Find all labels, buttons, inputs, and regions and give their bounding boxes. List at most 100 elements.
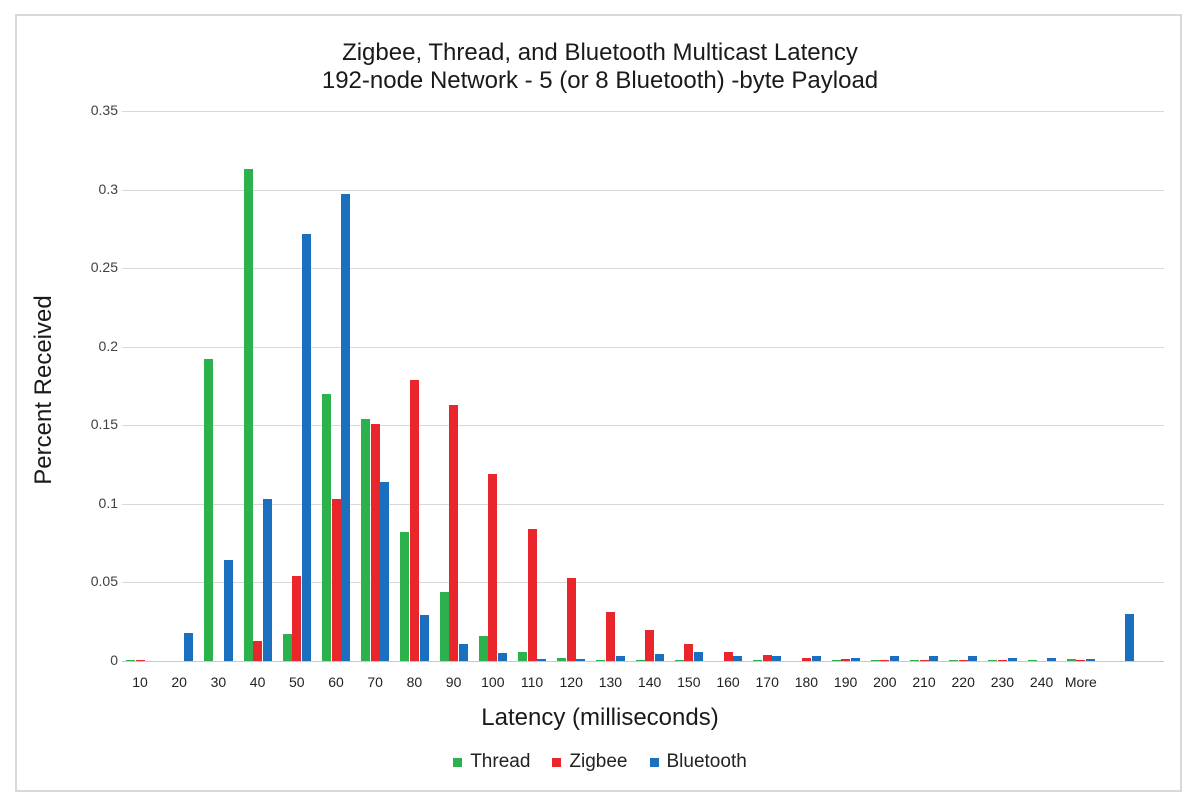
bar-bluetooth <box>850 657 860 661</box>
bar-bluetooth <box>693 652 703 661</box>
x-tick-label: 170 <box>755 674 779 690</box>
bar-thread <box>949 660 959 661</box>
x-tick-label: 230 <box>990 674 1015 690</box>
bar-thread <box>361 419 371 661</box>
x-tick-label: 110 <box>520 674 544 690</box>
x-tick-label: 130 <box>598 674 623 690</box>
x-tick-label: 210 <box>912 674 936 690</box>
bar-thread <box>557 657 567 661</box>
bar-thread <box>635 660 645 661</box>
bar-bluetooth <box>733 656 743 661</box>
legend-label-zigbee: Zigbee <box>569 751 628 772</box>
bar-zigbee <box>292 576 302 661</box>
bar-thread <box>439 591 449 661</box>
bar-zigbee <box>684 643 694 661</box>
legend: Thread Zigbee Bluetooth <box>0 751 1200 773</box>
x-tick-label: 220 <box>951 674 975 690</box>
bar-bluetooth <box>341 194 351 661</box>
bar-thread <box>400 532 410 661</box>
x-tick-label: 100 <box>481 674 505 690</box>
legend-item-thread: Thread <box>453 751 530 773</box>
bar-zigbee <box>723 651 733 661</box>
x-tick-label: 60 <box>328 674 344 690</box>
y-tick-label: 0.25 <box>90 259 118 275</box>
y-tick-label: 0 <box>110 652 118 668</box>
bar-bluetooth <box>262 499 272 661</box>
chart-subtitle: 192-node Network - 5 (or 8 Bluetooth) -b… <box>321 67 879 94</box>
bar-bluetooth <box>419 615 429 661</box>
bar-bluetooth <box>1007 657 1017 661</box>
bar-zigbee <box>449 404 459 661</box>
bar-thread <box>243 169 253 661</box>
x-tick-label: 160 <box>716 674 740 690</box>
bar-bluetooth <box>1125 613 1135 661</box>
gridline <box>122 268 1164 269</box>
bar-zigbee <box>331 499 341 661</box>
y-tick-label: 0.05 <box>90 573 118 589</box>
x-tick-label: 150 <box>677 674 701 690</box>
bar-zigbee <box>919 660 929 661</box>
bar-thread <box>596 660 606 661</box>
bar-bluetooth <box>1085 658 1095 661</box>
bar-thread <box>1027 660 1037 661</box>
bar-zigbee <box>488 474 498 661</box>
legend-item-bluetooth: Bluetooth <box>649 751 747 773</box>
gridline <box>122 111 1164 112</box>
legend-swatch-zigbee <box>552 757 562 767</box>
x-tick-label: 80 <box>406 674 423 690</box>
bar-zigbee <box>566 577 576 661</box>
bar-zigbee <box>409 379 419 661</box>
bar-thread <box>988 660 998 661</box>
legend-label-thread: Thread <box>470 751 531 772</box>
gridline <box>122 190 1164 191</box>
bar-thread <box>321 393 331 661</box>
x-tick-label: 120 <box>559 674 583 690</box>
bar-bluetooth <box>497 653 507 661</box>
bar-zigbee <box>762 654 772 661</box>
gridline <box>122 504 1164 505</box>
legend-swatch-thread <box>453 757 463 767</box>
bar-bluetooth <box>301 233 311 661</box>
bar-zigbee <box>135 660 145 661</box>
bar-zigbee <box>880 660 890 661</box>
bar-thread <box>517 651 527 661</box>
y-tick-label: 0.35 <box>90 102 118 118</box>
x-tick-label: 50 <box>289 674 305 690</box>
bar-thread <box>125 660 135 661</box>
y-tick-label: 0.15 <box>90 416 118 432</box>
bar-bluetooth <box>968 656 978 661</box>
bar-thread <box>282 634 292 661</box>
x-tick-label: 10 <box>132 674 148 690</box>
bar-thread <box>1066 659 1076 661</box>
legend-item-zigbee: Zigbee <box>552 751 628 773</box>
y-tick-label: 0.2 <box>98 338 118 354</box>
x-tick-label: More <box>1064 674 1097 690</box>
bar-zigbee <box>605 612 615 661</box>
x-tick-label: 70 <box>367 674 383 690</box>
gridline <box>122 582 1164 583</box>
bar-bluetooth <box>615 656 625 661</box>
x-axis-label: Latency (milliseconds) <box>481 704 719 731</box>
y-tick-label: 0.1 <box>98 495 118 511</box>
bar-thread <box>909 660 919 661</box>
bar-zigbee <box>527 529 537 661</box>
x-tick-label: 30 <box>210 674 227 690</box>
x-tick-label: 90 <box>445 674 462 690</box>
bar-thread <box>870 660 880 661</box>
bar-bluetooth <box>537 658 547 661</box>
y-axis-label: Percent Received <box>30 295 57 485</box>
gridline <box>122 425 1164 426</box>
chart-title: Zigbee, Thread, and Bluetooth Multicast … <box>342 39 858 66</box>
bar-thread <box>478 635 488 661</box>
bar-zigbee <box>1076 660 1086 661</box>
bar-zigbee <box>841 658 851 661</box>
bar-zigbee <box>645 629 655 661</box>
x-tick-label: 200 <box>873 674 897 690</box>
bar-bluetooth <box>929 656 939 661</box>
bar-zigbee <box>801 657 811 661</box>
bar-bluetooth <box>772 656 782 661</box>
bar-bluetooth <box>1046 657 1056 661</box>
legend-label-bluetooth: Bluetooth <box>666 751 747 772</box>
bar-thread <box>674 660 684 661</box>
gridline <box>122 661 1164 662</box>
